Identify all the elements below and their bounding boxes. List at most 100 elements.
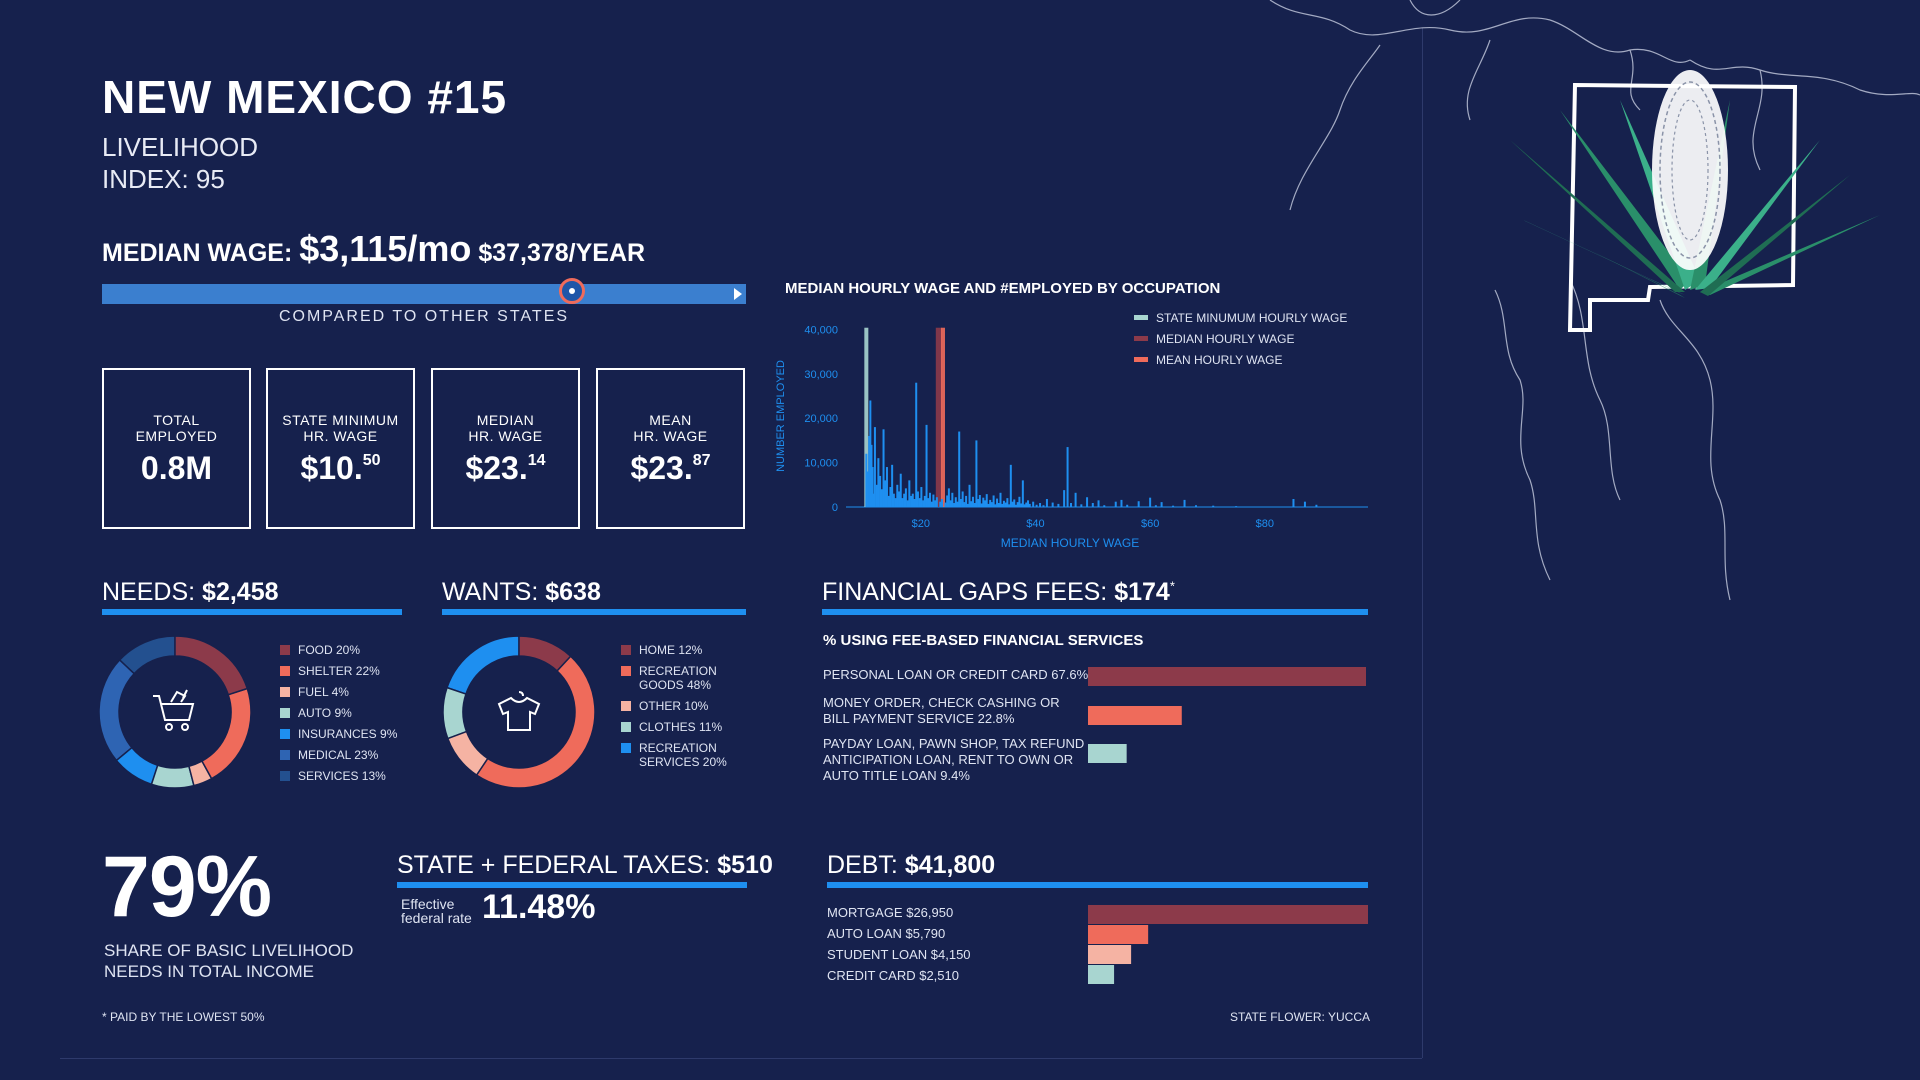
histogram-bar bbox=[1035, 504, 1038, 507]
histogram-bar bbox=[892, 493, 895, 507]
debt-row-label: CREDIT CARD $2,510 bbox=[827, 968, 959, 983]
bar bbox=[1088, 965, 1115, 984]
reference-line bbox=[864, 327, 869, 507]
bar bbox=[1088, 744, 1127, 763]
histogram-bar bbox=[1074, 492, 1077, 507]
histogram-bar bbox=[1039, 503, 1042, 507]
histogram-bar bbox=[1149, 497, 1152, 507]
stat-box-total-employed: TOTAL EMPLOYED 0.8M bbox=[102, 368, 251, 529]
histogram-bar bbox=[1126, 504, 1129, 507]
page-title: NEW MEXICO #15 bbox=[102, 71, 508, 123]
legend-item: INSURANCES 9% bbox=[280, 727, 397, 741]
legend-swatch bbox=[280, 708, 290, 718]
bar bbox=[1088, 925, 1149, 944]
histogram-bar bbox=[966, 503, 969, 507]
debt-row-label: MORTGAGE $26,950 bbox=[827, 905, 954, 920]
histogram-bar bbox=[1114, 501, 1117, 507]
histogram-bar bbox=[867, 471, 870, 507]
histogram-bar bbox=[927, 498, 930, 507]
legend-label: AUTO 9% bbox=[298, 706, 352, 720]
donut-slice bbox=[446, 730, 489, 777]
legend-swatch bbox=[621, 722, 631, 732]
fee-row-label: PAYDAY LOAN, PAWN SHOP, TAX REFUND ANTICI… bbox=[823, 736, 1085, 783]
vertical-divider bbox=[1422, 28, 1423, 1058]
legend-label: HOME 12% bbox=[639, 643, 703, 657]
subtitle-livelihood: LIVELIHOOD bbox=[102, 132, 259, 162]
legend-swatch bbox=[621, 701, 631, 711]
donut-slice bbox=[99, 658, 136, 762]
legend-swatch bbox=[280, 750, 290, 760]
histogram-bar bbox=[916, 491, 919, 507]
legend-label: STATE MINUMUM HOURLY WAGE bbox=[1156, 311, 1347, 325]
histogram-bar bbox=[1027, 500, 1030, 507]
histogram-bar bbox=[1195, 505, 1197, 507]
histogram-bar bbox=[958, 431, 961, 507]
histogram-bar bbox=[1013, 499, 1016, 507]
tax-rate-value: 11.48% bbox=[482, 888, 596, 926]
histogram-bar bbox=[1014, 504, 1017, 507]
bottom-divider bbox=[60, 1058, 1422, 1059]
legend-label: MEDICAL 23% bbox=[298, 748, 379, 762]
histogram-bar bbox=[889, 487, 892, 507]
legend-label: FUEL 4% bbox=[298, 685, 349, 699]
subtitle-index: INDEX: 95 bbox=[102, 164, 225, 194]
legend-swatch bbox=[1134, 315, 1148, 320]
histogram-bar bbox=[949, 500, 952, 507]
legend-item: SHELTER 22% bbox=[280, 664, 380, 678]
histogram-bar bbox=[923, 495, 926, 507]
histogram-bar bbox=[1080, 504, 1083, 507]
histogram-bar bbox=[1063, 490, 1066, 507]
histogram-bar bbox=[982, 497, 985, 507]
legend-item: HOME 12% bbox=[621, 643, 702, 657]
histogram-bar bbox=[954, 497, 957, 507]
share-percentage: 79% bbox=[102, 839, 272, 935]
shopping-cart-icon bbox=[153, 689, 195, 731]
yucca-map-illustration bbox=[1269, 0, 1920, 601]
x-axis-label: MEDIAN HOURLY WAGE bbox=[1001, 536, 1139, 550]
wants-donut-chart bbox=[443, 636, 595, 788]
x-tick-label: $20 bbox=[912, 518, 930, 530]
histogram-bar bbox=[1002, 500, 1005, 507]
bar bbox=[1088, 706, 1182, 725]
comparison-caption: COMPARED TO OTHER STATES bbox=[278, 308, 570, 325]
wants-rule bbox=[442, 609, 746, 615]
histogram-bar bbox=[970, 501, 973, 507]
donut-slice bbox=[446, 636, 520, 695]
legend-swatch bbox=[621, 666, 631, 676]
stat-label: STATE MINIMUM HR. WAGE bbox=[282, 412, 399, 444]
legend-label: MEAN HOURLY WAGE bbox=[1156, 353, 1282, 367]
state-flower-label: STATE FLOWER: YUCCA bbox=[1230, 1010, 1371, 1024]
histogram-bar bbox=[987, 503, 990, 507]
debt-row-label: STUDENT LOAN $4,150 bbox=[827, 947, 971, 962]
histogram-bar bbox=[865, 453, 868, 507]
histogram-bar bbox=[934, 500, 937, 507]
chart-title: MEDIAN HOURLY WAGE AND #EMPLOYED BY OCCU… bbox=[785, 280, 1220, 297]
histogram-bar bbox=[872, 493, 875, 507]
histogram-bar bbox=[999, 492, 1002, 507]
histogram-bar bbox=[1057, 503, 1060, 507]
debt-row-label: AUTO LOAN $5,790 bbox=[827, 926, 946, 941]
histogram-bar bbox=[913, 499, 916, 507]
histogram-bar bbox=[1097, 500, 1100, 507]
histogram-bar bbox=[992, 495, 995, 507]
needs-rule bbox=[102, 609, 402, 615]
bar bbox=[1088, 905, 1368, 924]
legend-label: RECREATION SERVICES 20% bbox=[639, 741, 727, 769]
map-lines bbox=[1269, 0, 1920, 601]
histogram-bar bbox=[918, 498, 921, 507]
legend-swatch bbox=[280, 666, 290, 676]
legend-label: RECREATION GOODS 48% bbox=[639, 664, 717, 692]
histogram-bar bbox=[1006, 498, 1009, 507]
histogram-bar bbox=[996, 498, 999, 507]
share-description: SHARE OF BASIC LIVELIHOOD NEEDS IN TOTAL … bbox=[104, 941, 354, 981]
histogram-bar bbox=[908, 480, 911, 507]
histogram-bar bbox=[906, 500, 909, 507]
histogram-bar bbox=[1235, 506, 1238, 507]
donut-slice bbox=[174, 636, 249, 696]
histogram-bar bbox=[971, 496, 974, 507]
stat-label: TOTAL EMPLOYED bbox=[135, 412, 218, 444]
histogram-bar bbox=[925, 424, 928, 507]
histogram-bar bbox=[904, 488, 907, 507]
histogram-bar bbox=[1021, 480, 1024, 507]
histogram-bar bbox=[1292, 499, 1295, 507]
